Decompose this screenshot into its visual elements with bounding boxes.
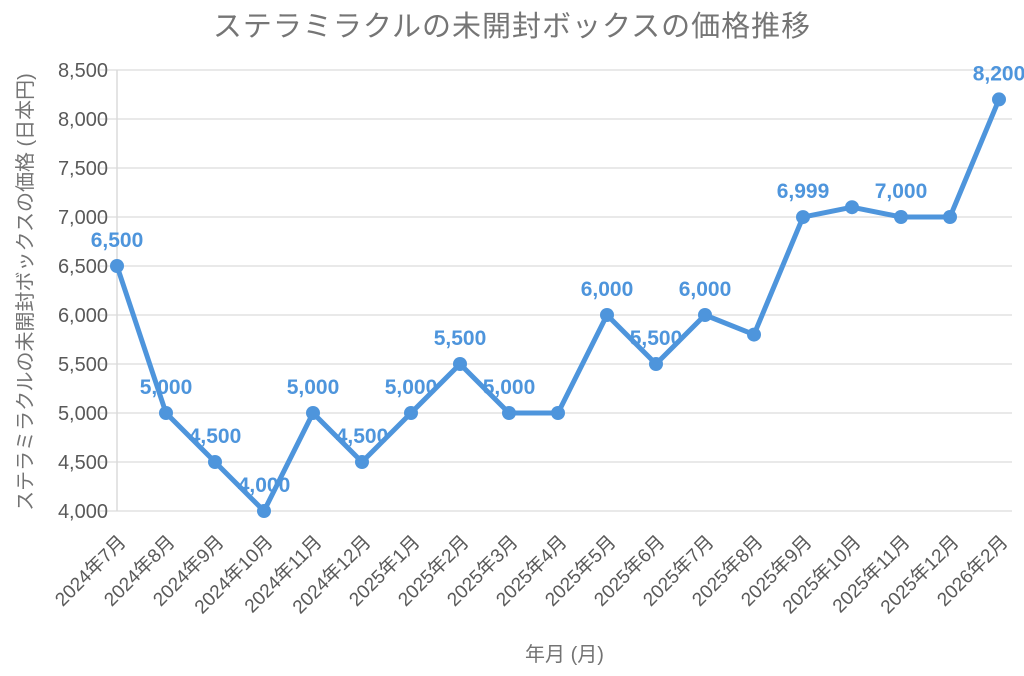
y-tick-label: 6,000 xyxy=(58,305,108,327)
data-point xyxy=(453,357,467,371)
y-tick-label: 4,000 xyxy=(58,501,108,523)
data-point xyxy=(208,455,222,469)
data-point xyxy=(110,259,124,273)
data-point xyxy=(649,357,663,371)
data-point xyxy=(551,406,565,420)
y-tick-label: 5,000 xyxy=(58,403,108,425)
y-tick-label: 6,500 xyxy=(58,256,108,278)
data-point-label: 5,500 xyxy=(630,327,683,350)
data-point-label: 6,999 xyxy=(777,180,830,203)
data-point xyxy=(845,200,859,215)
x-axis-title: 年月 (月) xyxy=(525,644,604,666)
data-point-label: 5,000 xyxy=(385,376,438,399)
data-point xyxy=(698,308,712,322)
data-point xyxy=(159,406,173,420)
y-tick-label: 4,500 xyxy=(58,452,108,474)
y-tick-label: 5,500 xyxy=(58,354,108,376)
data-point xyxy=(600,308,614,322)
data-point-label: 8,200 xyxy=(973,62,1024,85)
data-point xyxy=(894,210,908,224)
data-point-label: 5,500 xyxy=(434,327,487,350)
data-point-label: 4,500 xyxy=(336,425,389,448)
data-point xyxy=(257,504,271,518)
y-tick-label: 7,000 xyxy=(58,207,108,229)
data-point xyxy=(355,455,369,469)
y-tick-label: 8,500 xyxy=(58,60,108,82)
data-point-label: 5,000 xyxy=(483,376,536,399)
y-tick-label: 8,000 xyxy=(58,109,108,131)
data-point xyxy=(404,406,418,420)
data-point xyxy=(502,406,516,420)
data-point xyxy=(747,327,761,342)
price-line xyxy=(114,96,1002,514)
data-point-label: 6,500 xyxy=(91,229,144,252)
data-point-label: 4,000 xyxy=(238,474,291,497)
data-point xyxy=(796,210,810,225)
data-point xyxy=(943,210,957,224)
data-point-label: 6,000 xyxy=(679,278,732,301)
y-axis-title: ステラミラクルの未開封ボックスの価格 (日本円) xyxy=(15,73,37,511)
data-point xyxy=(992,92,1006,107)
data-point-label: 4,500 xyxy=(189,425,242,448)
data-point-label: 6,000 xyxy=(581,278,634,301)
y-tick-label: 7,500 xyxy=(58,158,108,180)
data-point-label: 7,000 xyxy=(875,180,928,203)
chart-title: ステラミラクルの未開封ボックスの価格推移 xyxy=(212,11,812,43)
data-point-label: 5,000 xyxy=(287,376,340,399)
data-point-label: 5,000 xyxy=(140,376,193,399)
data-point xyxy=(306,406,320,420)
